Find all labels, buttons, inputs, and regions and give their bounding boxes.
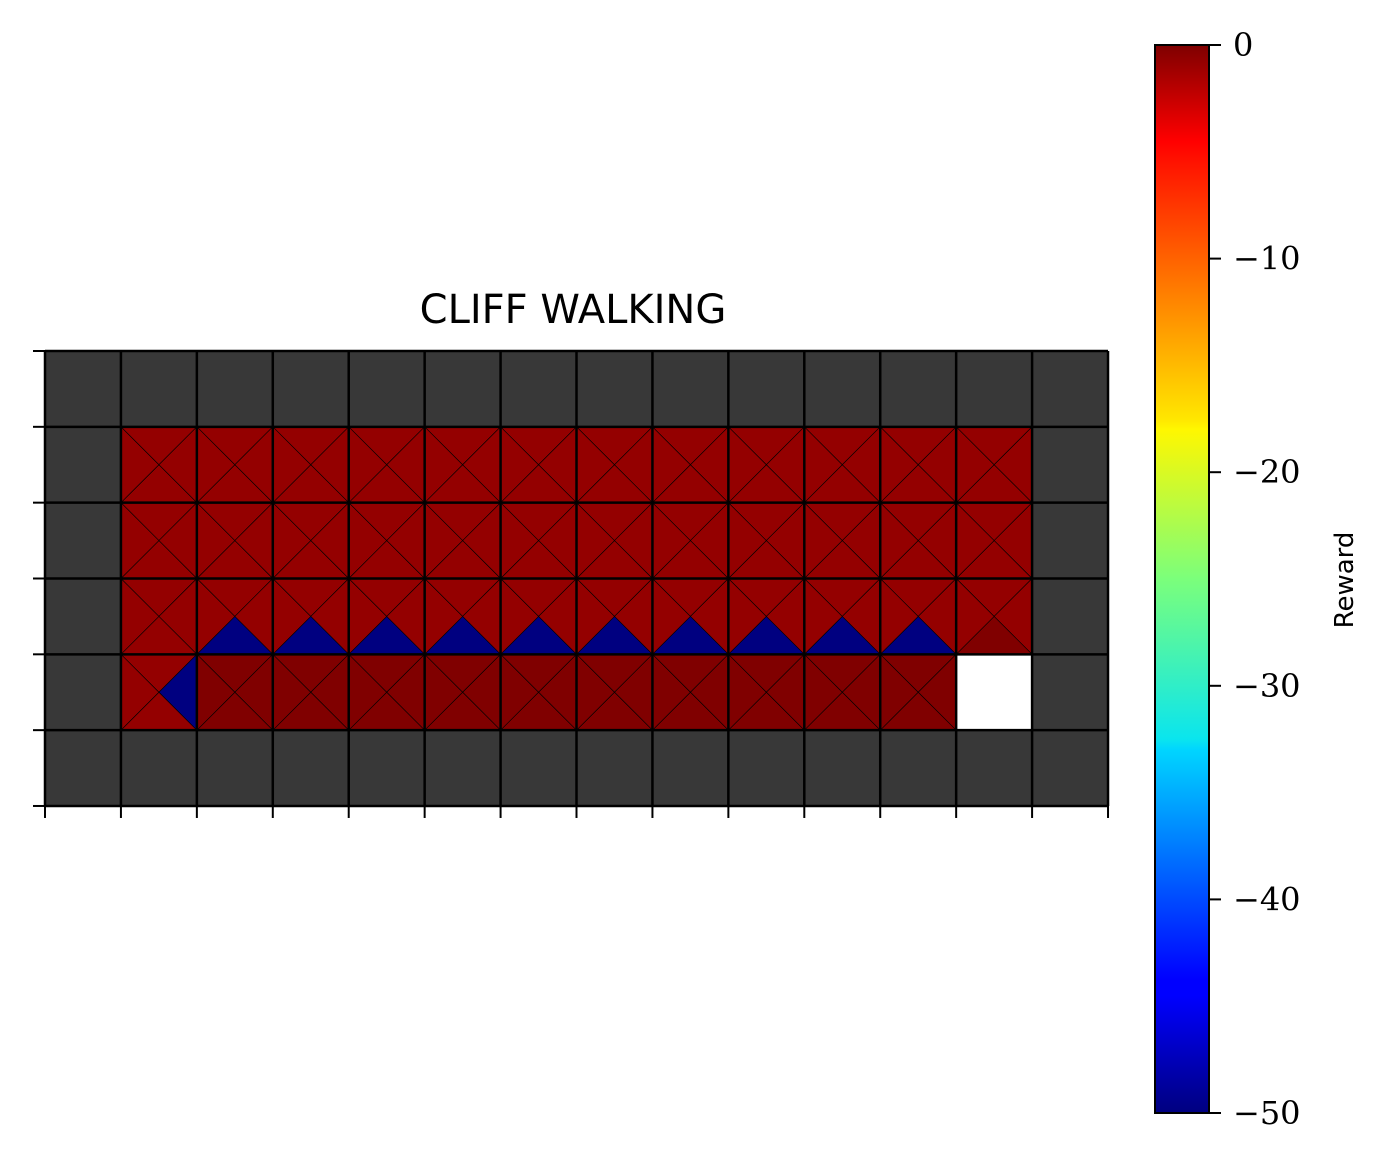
wall-cell <box>956 351 1033 427</box>
wall-cell <box>424 351 501 427</box>
wall-cell <box>1032 578 1109 655</box>
wall-cell <box>500 351 577 427</box>
wall-cell <box>880 730 957 806</box>
wall-cell <box>804 351 881 427</box>
wall-cell <box>728 351 805 427</box>
wall-cell <box>348 351 425 427</box>
wall-cell <box>500 730 577 806</box>
wall-cell <box>45 578 121 655</box>
colorbar-tick-label: −40 <box>1233 880 1301 918</box>
colorbar-tick-label: 0 <box>1233 26 1253 64</box>
wall-cell <box>45 426 121 503</box>
wall-cell <box>956 730 1033 806</box>
wall-cell <box>1032 351 1109 427</box>
wall-cell <box>880 351 957 427</box>
colorbar-tick-label: −10 <box>1233 240 1301 278</box>
chart-title: CLIFF WALKING <box>420 287 727 333</box>
wall-cell <box>120 730 197 806</box>
wall-cell <box>45 502 121 579</box>
wall-cell <box>272 730 349 806</box>
axis-layer <box>33 350 1110 818</box>
wall-cell <box>45 351 121 427</box>
wall-cell <box>196 351 273 427</box>
wall-cell <box>804 730 881 806</box>
colorbar-tick-label: −20 <box>1233 453 1301 491</box>
wall-cell <box>45 654 121 731</box>
wall-cell <box>1032 502 1109 579</box>
colorbar-label: Reward <box>1330 532 1360 629</box>
colorbar-tick-label: −50 <box>1233 1094 1301 1132</box>
goal-cell <box>956 654 1033 731</box>
wall-cell <box>576 730 653 806</box>
wall-cell <box>576 351 653 427</box>
wall-cell <box>348 730 425 806</box>
wall-cell <box>1032 426 1109 503</box>
wall-cell <box>652 351 729 427</box>
grid-layer <box>43 349 1110 808</box>
wall-cell <box>45 730 121 806</box>
wall-cell <box>120 351 197 427</box>
wall-cell <box>424 730 501 806</box>
wall-cell <box>1032 730 1109 806</box>
colorbar-gradient <box>1154 44 1210 1114</box>
wall-cell <box>272 351 349 427</box>
wall-cell <box>196 730 273 806</box>
wall-cell <box>728 730 805 806</box>
colorbar-ticks: 0 −10 −20 −30 −40 −50 <box>1209 26 1301 1132</box>
colorbar: 0 −10 −20 −30 −40 −50 Reward <box>1154 26 1360 1132</box>
wall-cell <box>652 730 729 806</box>
colorbar-tick-label: −30 <box>1233 667 1301 705</box>
wall-cell <box>1032 654 1109 731</box>
